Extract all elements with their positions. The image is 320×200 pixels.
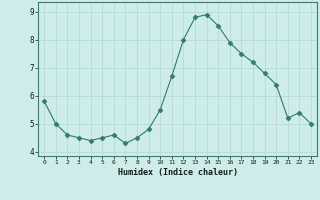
X-axis label: Humidex (Indice chaleur): Humidex (Indice chaleur) [118,168,238,177]
